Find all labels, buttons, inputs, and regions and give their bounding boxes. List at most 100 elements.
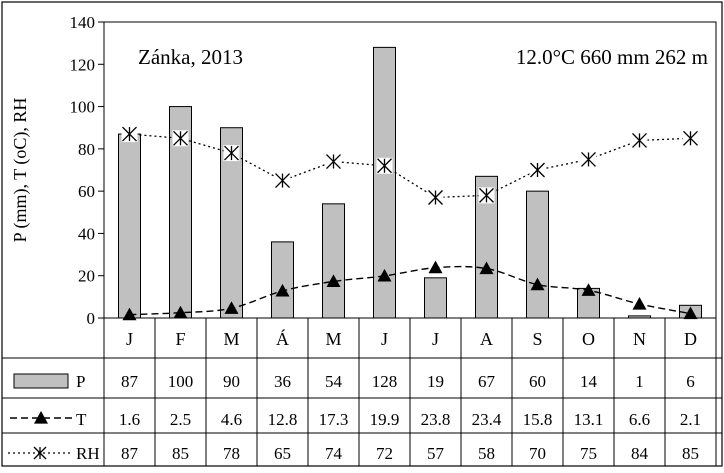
legend-label-p: P bbox=[76, 372, 85, 391]
value-label-rh: 85 bbox=[172, 444, 189, 463]
value-label-rh: 78 bbox=[223, 444, 240, 463]
marker-t bbox=[122, 307, 137, 321]
value-label-p: 54 bbox=[325, 372, 343, 391]
value-label-p: 14 bbox=[580, 372, 598, 391]
y-tick-label: 60 bbox=[78, 182, 95, 201]
y-tick-label: 0 bbox=[87, 309, 96, 328]
bar-p bbox=[628, 315, 651, 319]
value-label-t: 2.5 bbox=[170, 410, 191, 429]
category-label: S bbox=[532, 329, 542, 349]
marker-t bbox=[581, 283, 596, 296]
marker-rh bbox=[478, 187, 495, 204]
bar-p bbox=[475, 175, 498, 319]
value-label-p: 87 bbox=[121, 372, 139, 391]
value-label-t: 12.8 bbox=[268, 410, 298, 429]
category-label: A bbox=[480, 329, 493, 349]
y-tick-label: 80 bbox=[78, 140, 95, 159]
marker-rh bbox=[172, 130, 189, 147]
value-label-t: 19.9 bbox=[370, 410, 400, 429]
legend-symbol-p bbox=[13, 373, 69, 389]
value-label-t: 1.6 bbox=[119, 410, 140, 429]
y-axis-label: P (mm), T (oC), RH bbox=[10, 98, 31, 243]
value-label-t: 17.3 bbox=[319, 410, 349, 429]
value-label-rh: 75 bbox=[580, 444, 597, 463]
marker-t bbox=[683, 306, 698, 320]
value-label-rh: 85 bbox=[682, 444, 699, 463]
chart-annotation: 12.0°C 660 mm 262 m bbox=[516, 45, 708, 69]
marker-rh bbox=[121, 126, 138, 143]
marker-t bbox=[377, 268, 392, 282]
value-label-p: 6 bbox=[686, 372, 695, 391]
category-label: N bbox=[633, 329, 646, 349]
value-label-rh: 65 bbox=[274, 444, 291, 463]
legend-label-t: T bbox=[76, 410, 87, 429]
category-label: F bbox=[175, 329, 185, 349]
value-label-t: 13.1 bbox=[574, 410, 604, 429]
category-label: M bbox=[223, 329, 239, 349]
value-label-t: 15.8 bbox=[523, 410, 553, 429]
marker-t bbox=[224, 301, 239, 314]
value-label-t: 23.8 bbox=[421, 410, 451, 429]
line-rh bbox=[129, 133, 691, 199]
category-label: O bbox=[582, 329, 595, 349]
value-label-t: 23.4 bbox=[472, 410, 502, 429]
value-label-p: 67 bbox=[478, 372, 496, 391]
category-label: J bbox=[381, 329, 388, 349]
marker-rh bbox=[580, 151, 597, 168]
bar-p bbox=[424, 277, 447, 319]
value-label-t: 6.6 bbox=[629, 410, 650, 429]
value-label-rh: 84 bbox=[631, 444, 649, 463]
y-tick-label: 140 bbox=[70, 13, 96, 32]
marker-t bbox=[479, 261, 494, 275]
category-label: J bbox=[432, 329, 439, 349]
value-label-p: 19 bbox=[427, 372, 444, 391]
bar-p bbox=[526, 190, 549, 319]
marker-rh bbox=[529, 162, 546, 178]
value-label-t: 4.6 bbox=[221, 410, 242, 429]
value-label-p: 36 bbox=[274, 372, 291, 391]
marker-t bbox=[530, 277, 545, 291]
bar-p bbox=[322, 203, 345, 319]
marker-t bbox=[632, 297, 647, 310]
lines-layer bbox=[121, 126, 699, 321]
category-label: Á bbox=[276, 328, 289, 349]
bar-p bbox=[220, 127, 243, 319]
value-label-rh: 87 bbox=[121, 444, 139, 463]
value-label-p: 1 bbox=[635, 372, 644, 391]
bar-p bbox=[118, 133, 141, 319]
value-label-rh: 74 bbox=[325, 444, 343, 463]
y-tick-label: 120 bbox=[70, 55, 96, 74]
value-label-p: 100 bbox=[168, 372, 194, 391]
value-label-p: 60 bbox=[529, 372, 546, 391]
bar-p bbox=[271, 241, 294, 319]
category-label: D bbox=[684, 329, 697, 349]
y-tick-label: 20 bbox=[78, 267, 95, 286]
marker-t bbox=[173, 305, 188, 319]
marker-rh bbox=[631, 132, 648, 149]
line-t bbox=[129, 265, 691, 316]
value-label-rh: 70 bbox=[529, 444, 546, 463]
marker-t bbox=[428, 260, 443, 274]
value-label-p: 90 bbox=[223, 372, 240, 391]
data-table: J F M Á M J J A S O N D 87 100 90 36 54 128 19 67 60 14 1 6 P 1.6… bbox=[2, 318, 722, 466]
bar-p bbox=[373, 46, 396, 319]
category-label: M bbox=[325, 329, 341, 349]
y-tick-label: 40 bbox=[78, 224, 95, 243]
legend-marker-t bbox=[34, 411, 48, 424]
marker-rh bbox=[682, 130, 699, 147]
y-tick-label: 100 bbox=[70, 98, 96, 117]
chart-title: Zánka, 2013 bbox=[138, 45, 243, 69]
marker-rh bbox=[223, 145, 240, 162]
value-label-rh: 58 bbox=[478, 444, 495, 463]
marker-rh bbox=[325, 153, 342, 170]
value-label-t: 2.1 bbox=[680, 410, 701, 429]
value-label-rh: 57 bbox=[427, 444, 445, 463]
marker-rh bbox=[376, 157, 393, 174]
legend-label-rh: RH bbox=[76, 444, 100, 463]
bars-layer bbox=[118, 46, 702, 319]
marker-rh bbox=[274, 172, 291, 189]
marker-t bbox=[326, 274, 341, 288]
y-axis: 0 20 40 60 80 100 120 140 bbox=[70, 13, 104, 328]
